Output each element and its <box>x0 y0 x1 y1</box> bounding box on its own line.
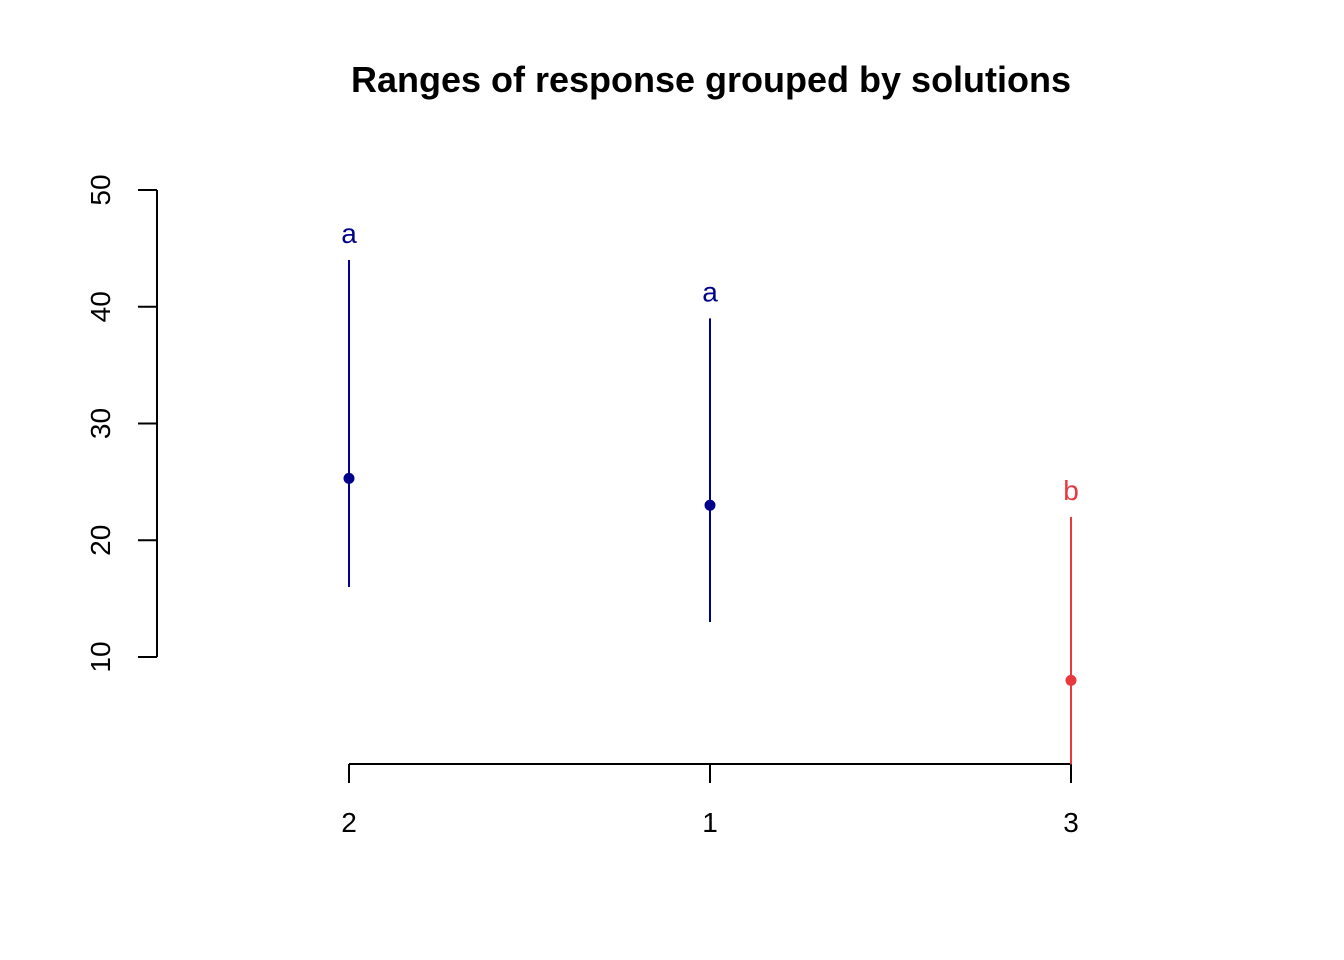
y-tick-label: 10 <box>85 641 116 672</box>
y-tick-label: 30 <box>85 408 116 439</box>
group-label-2: a <box>341 218 357 249</box>
y-tick-label: 50 <box>85 174 116 205</box>
center-point-1 <box>704 499 716 511</box>
x-tick-label: 2 <box>341 807 357 838</box>
chart-title: Ranges of response grouped by solutions <box>351 59 1071 100</box>
x-tick-label: 3 <box>1063 807 1079 838</box>
center-point-2 <box>343 472 355 484</box>
group-label-3: b <box>1063 475 1079 506</box>
x-tick-label: 1 <box>702 807 718 838</box>
group-label-1: a <box>702 276 718 307</box>
y-tick-label: 20 <box>85 525 116 556</box>
x-axis: 2 1 3 <box>341 763 1079 838</box>
y-axis: 10 20 30 40 50 <box>85 174 158 673</box>
y-tick-label: 40 <box>85 291 116 322</box>
plot-area: a a b <box>341 218 1079 765</box>
center-point-3 <box>1065 674 1077 686</box>
